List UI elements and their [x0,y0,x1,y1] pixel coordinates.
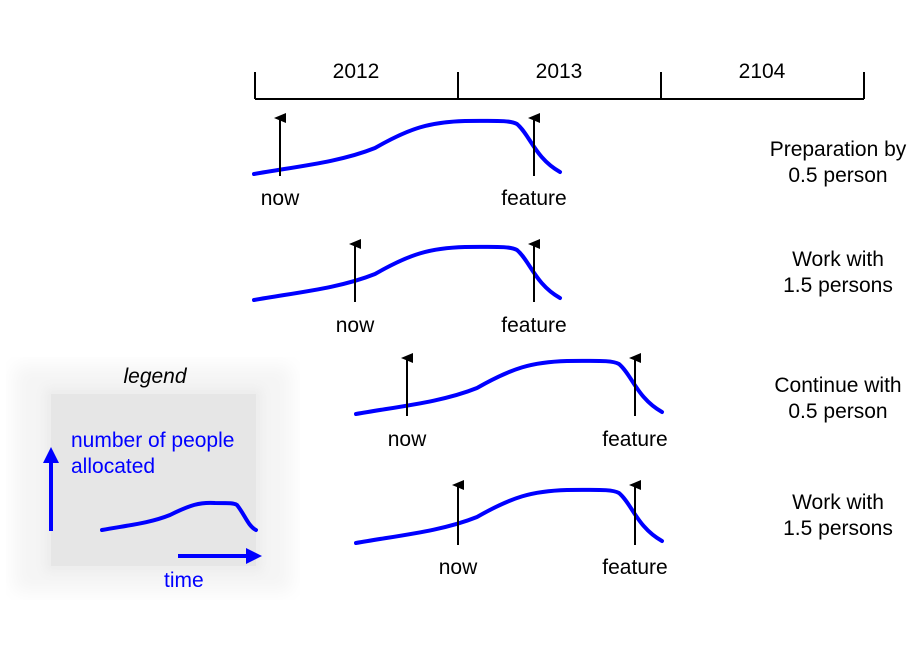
row-4-description: Work with 1.5 persons [748,490,920,542]
row-3-desc-line-1: Continue with [774,374,902,397]
legend-title: legend [123,365,187,388]
timeline-axis [254,72,865,100]
row-2-desc-line-1: Work with [792,248,884,271]
row-1-desc-line-1: Preparation by [769,138,907,161]
legend-y-label-1: number of people [71,429,235,452]
row-1-curve [252,118,562,176]
row-4-curve [354,487,664,545]
row-2-curve [252,244,562,302]
row-2-feature-label: feature [501,314,567,337]
row-3-curve [354,358,664,416]
row-3-desc-line-2: 0.5 person [788,400,888,423]
year-label-3: 2104 [738,60,786,83]
row-4-desc-line-1: Work with [792,491,884,514]
row-1-desc-line-2: 0.5 person [788,164,888,187]
row-2-now-label: now [335,314,375,337]
legend-sample-curve [100,500,258,532]
legend-y-label-2: allocated [71,455,156,478]
legend-panel [51,394,256,566]
row-1-now-label: now [260,187,300,210]
row-4-desc-line-2: 1.5 persons [783,517,893,540]
row-3-feature-label: feature [602,428,668,451]
year-label-1: 2012 [332,60,380,83]
row-2-desc-line-2: 1.5 persons [783,274,893,297]
year-label-2: 2013 [535,60,583,83]
row-3-description: Continue with 0.5 person [748,373,920,425]
row-2-description: Work with 1.5 persons [748,247,920,299]
row-1-description: Preparation by 0.5 person [748,137,920,189]
row-4-feature-label: feature [602,556,668,579]
row-1-feature-label: feature [501,187,567,210]
legend-x-label: time [164,569,204,592]
row-3-now-label: now [387,428,427,451]
row-4-now-label: now [438,556,478,579]
